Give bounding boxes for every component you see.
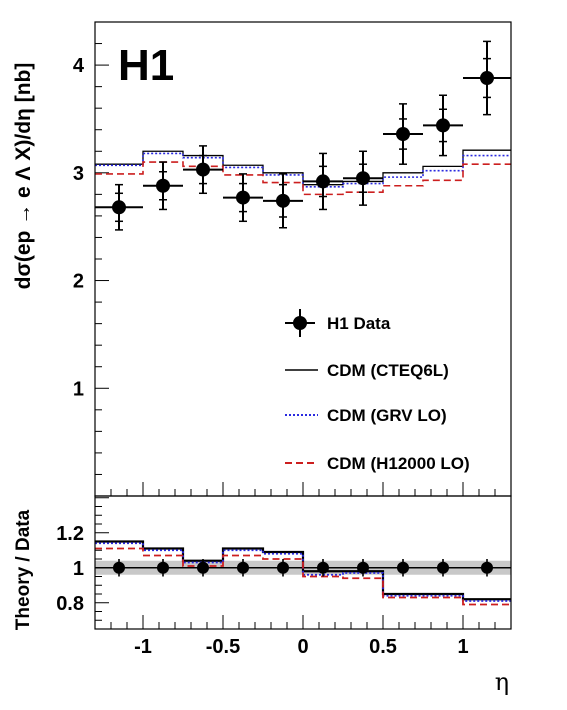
- ratio-data-point: [157, 559, 169, 577]
- data-point: [263, 173, 303, 229]
- legend: H1 Data CDM (CTEQ6L) CDM (GRV LO) CDM (H120…: [285, 309, 470, 473]
- data-point: [423, 94, 463, 157]
- ratio-data-point: [397, 559, 409, 577]
- ratio-dotted-line: [95, 542, 511, 602]
- legend-item: H1 Data: [285, 309, 391, 337]
- x-axis-label: η: [495, 668, 509, 696]
- ratio-series-layer: [95, 540, 511, 606]
- ratio-data-marker: [481, 561, 493, 574]
- data-marker: [156, 178, 170, 193]
- ratio-data-point: [317, 559, 329, 577]
- data-marker: [480, 71, 494, 86]
- x-tick-label: -0.5: [206, 636, 240, 658]
- data-point: [223, 173, 263, 223]
- ratio-tick-label: 0.8: [56, 593, 84, 615]
- data-point: [383, 103, 423, 165]
- main-y-axis-label: dσ(ep → e Λ X)/dη [nb]: [12, 63, 35, 290]
- data-point: [95, 183, 143, 231]
- prediction-dashed-line: [95, 161, 511, 196]
- ratio-panel: 0.8 1 1.2 Theory / Data -1 -0.5 0 0.5 1 η: [13, 482, 512, 696]
- main-plot-frame: [94, 21, 512, 497]
- data-marker: [112, 200, 126, 215]
- data-marker: [236, 190, 250, 205]
- ratio-data-point: [437, 559, 449, 577]
- x-tick-label: 1: [457, 636, 468, 658]
- ratio-y-axis-label: Theory / Data: [13, 509, 34, 630]
- legend-item: CDM (GRV LO): [285, 406, 447, 425]
- ratio-solid-line: [95, 540, 511, 601]
- ratio-data-marker: [277, 561, 289, 574]
- ratio-data-marker: [317, 561, 329, 574]
- legend-item: CDM (CTEQ6L): [285, 361, 449, 380]
- data-marker: [356, 171, 370, 186]
- x-axis-ticks: -1 -0.5 0 0.5 1: [94, 482, 512, 658]
- x-tick-label: 0.5: [369, 636, 397, 658]
- data-marker: [316, 174, 330, 189]
- legend-item: CDM (H12000 LO): [285, 454, 470, 473]
- legend-label: H1 Data: [327, 314, 391, 333]
- ratio-dashed-line: [95, 547, 511, 606]
- y-tick-label: 4: [73, 55, 85, 77]
- x-tick-label: 0: [297, 636, 308, 658]
- ratio-tick-label: 1.2: [56, 523, 84, 545]
- legend-label: CDM (H12000 LO): [327, 454, 470, 473]
- legend-marker-symbol: [293, 316, 307, 330]
- ratio-data-marker: [237, 561, 249, 574]
- ratio-data-marker: [357, 561, 369, 574]
- ratio-data-point: [277, 559, 289, 577]
- ratio-data-marker: [437, 561, 449, 574]
- ratio-y-ticks: 0.8 1 1.2: [56, 497, 109, 621]
- prediction-dotted-line: [95, 152, 511, 188]
- main-series-layer: [95, 40, 511, 231]
- data-point: [343, 150, 383, 206]
- main-y-ticks: 1 2 3 4: [73, 43, 109, 475]
- ratio-data-point: [357, 559, 369, 577]
- y-tick-label: 1: [73, 378, 84, 400]
- data-marker: [436, 118, 450, 133]
- x-tick-label: -1: [134, 636, 152, 658]
- y-tick-label: 3: [73, 163, 84, 185]
- main-panel: 1 2 3 4 H1 dσ(ep → e Λ X)/dη [nb] H1 Data CD…: [12, 21, 512, 497]
- ratio-data-marker: [157, 561, 169, 574]
- ratio-tick-label: 1: [73, 558, 84, 580]
- data-marker: [396, 127, 410, 142]
- y-tick-label: 2: [73, 271, 84, 293]
- data-point: [303, 152, 343, 211]
- ratio-data-point: [113, 559, 125, 577]
- experiment-label: H1: [118, 41, 174, 90]
- ratio-data-point: [237, 559, 249, 577]
- data-point: [183, 145, 223, 195]
- ratio-data-marker: [197, 561, 209, 574]
- legend-label: CDM (CTEQ6L): [327, 361, 449, 380]
- data-point: [463, 40, 511, 116]
- legend-label: CDM (GRV LO): [327, 406, 447, 425]
- data-marker: [196, 162, 210, 177]
- data-point: [143, 161, 183, 211]
- ratio-data-point: [481, 559, 493, 577]
- ratio-data-marker: [397, 561, 409, 574]
- ratio-data-point: [197, 559, 209, 577]
- ratio-data-marker: [113, 561, 125, 574]
- data-marker: [276, 193, 290, 208]
